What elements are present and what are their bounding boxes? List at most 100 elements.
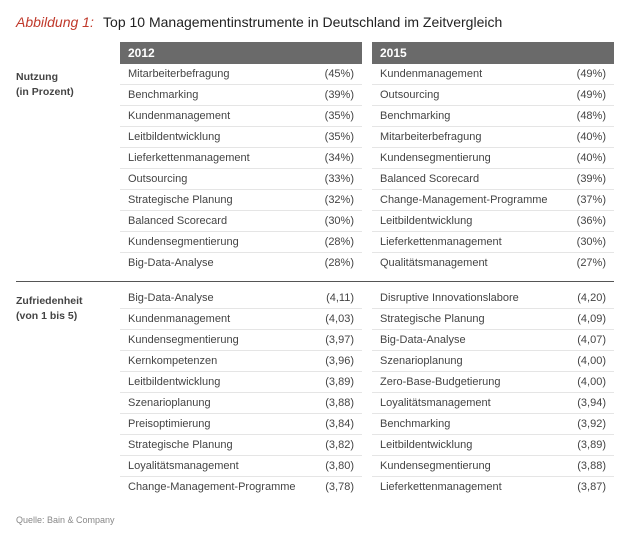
row-label: Kernkompetenzen	[128, 355, 217, 367]
row-value: (3,89)	[325, 376, 354, 388]
row-value: (3,89)	[577, 439, 606, 451]
row-label: Kundensegmentierung	[128, 236, 239, 248]
row-value: (3,96)	[325, 355, 354, 367]
row-label: Big-Data-Analyse	[128, 257, 214, 269]
table-row: Change-Management-Programme(3,78)	[120, 477, 362, 497]
row-value: (4,11)	[326, 292, 354, 304]
row-value: (3,88)	[577, 460, 606, 472]
row-value: (45%)	[325, 68, 354, 80]
table-row: Szenarioplanung (3,88)	[120, 393, 362, 414]
table-row: Leitbildentwicklung (3,89)	[372, 435, 614, 456]
table-row: Qualitätsmanagement (27%)	[372, 253, 614, 273]
side-label-satisfaction: Zufriedenheit (von 1 bis 5)	[16, 288, 110, 497]
row-value: (3,78)	[325, 481, 354, 493]
row-label: Outsourcing	[128, 173, 187, 185]
row-label: Balanced Scorecard	[128, 215, 227, 227]
row-value: (4,03)	[325, 313, 354, 325]
row-value: (36%)	[577, 215, 606, 227]
row-value: (3,94)	[577, 397, 606, 409]
table-row: Benchmarking (39%)	[120, 85, 362, 106]
table-row: Kundensegmentierung(3,88)	[372, 456, 614, 477]
row-value: (39%)	[325, 89, 354, 101]
figure-title: Top 10 Managementinstrumente in Deutschl…	[103, 14, 502, 30]
row-label: Disruptive Innovationslabore	[380, 292, 519, 304]
row-label: Leitbildentwicklung	[380, 439, 472, 451]
table-row: Outsourcing(49%)	[372, 85, 614, 106]
side-label-usage-line2: (in Prozent)	[16, 86, 74, 98]
table-row: Benchmarking(48%)	[372, 106, 614, 127]
row-label: Lieferkettenmanagement	[380, 236, 502, 248]
row-label: Leitbildentwicklung	[128, 131, 220, 143]
table-row: Balanced Scorecard (30%)	[120, 211, 362, 232]
row-label: Leitbildentwicklung	[128, 376, 220, 388]
row-value: (4,09)	[577, 313, 606, 325]
row-label: Change-Management-Programme	[380, 194, 548, 206]
table-row: Kundensegmentierung (40%)	[372, 148, 614, 169]
row-value: (48%)	[577, 110, 606, 122]
row-value: (49%)	[577, 68, 606, 80]
row-value: (3,92)	[577, 418, 606, 430]
row-value: (28%)	[325, 236, 354, 248]
row-value: (35%)	[325, 131, 354, 143]
table-row: Kundensegmentierung(3,97)	[120, 330, 362, 351]
row-value: (35%)	[325, 110, 354, 122]
side-label-satisfaction-line2: (von 1 bis 5)	[16, 310, 77, 322]
table-row: Loyalitätsmanagement(3,94)	[372, 393, 614, 414]
row-value: (28%)	[325, 257, 354, 269]
row-label: Strategische Planung	[128, 439, 233, 451]
table-row: Mitarbeiterbefragung (40%)	[372, 127, 614, 148]
row-value: (49%)	[577, 89, 606, 101]
row-value: (34%)	[325, 152, 354, 164]
table-row: Disruptive Innovationslabore (4,20)	[372, 288, 614, 309]
row-label: Zero-Base-Budgetierung	[380, 376, 500, 388]
row-label: Preisoptimierung	[128, 418, 211, 430]
table-row: Balanced Scorecard (39%)	[372, 169, 614, 190]
row-value: (37%)	[577, 194, 606, 206]
row-label: Mitarbeiterbefragung	[380, 131, 482, 143]
row-value: (27%)	[577, 257, 606, 269]
row-value: (39%)	[577, 173, 606, 185]
table-row: Lieferkettenmanagement (34%)	[120, 148, 362, 169]
row-label: Leitbildentwicklung	[380, 215, 472, 227]
row-value: (30%)	[325, 215, 354, 227]
table-row: Big-Data-Analyse(4,07)	[372, 330, 614, 351]
row-label: Qualitätsmanagement	[380, 257, 488, 269]
satisfaction-2015-rows: Disruptive Innovationslabore(4,20)Strate…	[372, 288, 614, 497]
row-value: (4,07)	[577, 334, 606, 346]
row-label: Big-Data-Analyse	[128, 292, 214, 304]
row-value: (4,20)	[577, 292, 606, 304]
table-row: Strategische Planung(3,82)	[120, 435, 362, 456]
table-row: Leitbildentwicklung (35%)	[120, 127, 362, 148]
side-label-usage: Nutzung (in Prozent)	[16, 64, 110, 273]
row-label: Kundensegmentierung	[128, 334, 239, 346]
table-row: Lieferkettenmanagement(3,87)	[372, 477, 614, 497]
row-value: (32%)	[325, 194, 354, 206]
table-row: Change-Management-Programme (37%)	[372, 190, 614, 211]
row-label: Benchmarking	[380, 418, 450, 430]
table-row: Kundenmanagement(49%)	[372, 64, 614, 85]
table-row: Big-Data-Analyse (28%)	[120, 253, 362, 273]
row-label: Kundenmanagement	[128, 110, 230, 122]
row-value: (3,88)	[325, 397, 354, 409]
row-value: (40%)	[577, 131, 606, 143]
table-row: Benchmarking (3,92)	[372, 414, 614, 435]
row-label: Benchmarking	[128, 89, 198, 101]
row-label: Lieferkettenmanagement	[128, 152, 250, 164]
table-row: Mitarbeiterbefragung(45%)	[120, 64, 362, 85]
usage-2012-rows: Mitarbeiterbefragung(45%) Benchmarking (39…	[120, 64, 362, 273]
usage-2015-rows: Kundenmanagement(49%)Outsourcing(49%)Ben…	[372, 64, 614, 273]
table-row: Szenarioplanung(4,00)	[372, 351, 614, 372]
table-row: Kernkompetenzen (3,96)	[120, 351, 362, 372]
figure-title-row: Abbildung 1: Top 10 Managementinstrument…	[16, 14, 614, 30]
row-label: Balanced Scorecard	[380, 173, 479, 185]
row-label: Kundensegmentierung	[380, 152, 491, 164]
row-label: Szenarioplanung	[128, 397, 211, 409]
row-value: (40%)	[577, 152, 606, 164]
column-header-2015: 2015	[372, 42, 614, 64]
spacer-top-left	[16, 42, 110, 64]
section-divider	[16, 281, 614, 282]
row-value: (33%)	[325, 173, 354, 185]
table-row: Strategische Planung(32%)	[120, 190, 362, 211]
column-header-2012: 2012	[120, 42, 362, 64]
table-row: Loyalitätsmanagement(3,80)	[120, 456, 362, 477]
